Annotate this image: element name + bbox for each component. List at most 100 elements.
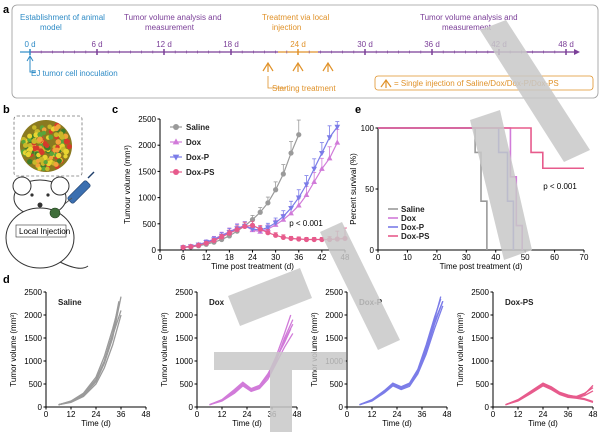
x-tick-label: 24 [248,253,257,262]
y-tick-label: 1500 [138,167,156,176]
x-tick-label: 30 [462,253,471,262]
y-tick-label: 2500 [138,115,156,124]
x-axis-title: Time (d) [382,419,412,428]
data-point [273,187,279,193]
y-tick-label: 0 [38,403,43,412]
y-tick-label: 0 [152,246,157,255]
injection-marker-icon [322,61,334,72]
x-tick-label: 42 [317,253,326,262]
timeline-frame [11,4,599,99]
y-tick-label: 1000 [24,357,42,366]
panel-label-c: c [112,104,118,116]
x-tick-label: 12 [514,410,523,419]
data-point [334,124,341,130]
x-tick-label: 0 [491,410,496,419]
y-tick-label: 1500 [175,334,193,343]
survival-chart: 0 10 20 30 40 50 60 70 0 50 100 Time post treatment… [349,124,589,271]
data-point [234,226,240,233]
data-point [288,150,294,156]
y-tick-label: 1000 [175,357,193,366]
y-tick-label: 2500 [325,288,343,297]
data-point [188,243,194,250]
y-tick-label: 2500 [175,288,193,297]
p-value-annotation: p < 0.001 [289,219,323,228]
inoculation-label: EJ tumor cell inoculation [31,69,118,78]
data-point [319,165,325,171]
timeline-header-4: Tumor volume analysis and [420,13,518,22]
data-point [180,244,186,250]
x-tick-label: 20 [432,253,441,262]
timeline-header-2b: measurement [145,23,195,32]
data-point [334,139,341,145]
x-tick-label: 24 [539,410,548,419]
individual-growth-line [359,300,444,406]
individual-chart-saline: 0 12 24 36 48 0 500 1000 1500 2000 2500 Time (d) Tum… [9,288,151,428]
x-tick-label: 12 [218,410,227,419]
y-tick-label: 1500 [24,334,42,343]
survival-line-dox-ps [378,127,584,170]
legend-label: Saline [401,205,425,214]
watermark-stroke [228,268,312,326]
y-tick-label: 50 [365,185,374,194]
x-tick-label: 30 [271,253,280,262]
panel-label-d: d [3,274,10,286]
individual-growth-line [209,323,294,406]
data-point [288,235,294,242]
timeline-tick-label: 12 d [156,40,172,49]
individual-growth-line [58,314,122,406]
watermark-stroke [214,352,346,370]
timeline-tick-label: 36 d [424,40,440,49]
timeline-arrow-icon [574,49,580,55]
chart-title: Saline [58,298,82,307]
x-tick-label: 10 [403,253,412,262]
data-point [249,222,256,228]
data-point [303,236,310,243]
legend-label: Dox [186,138,202,147]
y-tick-label: 2500 [24,288,42,297]
injection-legend-text: = Single injection of Saline/Dox/Dox-P/D… [394,79,559,88]
x-axis-title: Time (d) [81,419,111,428]
local-injection-label: Local Injection [19,227,70,236]
x-tick-label: 36 [294,253,303,262]
x-tick-label: 12 [202,253,211,262]
x-tick-label: 50 [521,253,530,262]
individual-chart-dox-ps: 0 12 24 36 48 0 500 1000 1500 2000 2500 Time (d) Tum… [456,288,598,428]
starting-treatment-arrow-icon [267,76,286,89]
data-point [303,191,310,198]
watermark-stroke [320,222,400,350]
panel-label-a: a [3,4,10,16]
x-tick-label: 0 [376,253,381,262]
mouse-illustration: Local Injection [5,115,95,269]
timeline-tick-label: 48 d [558,40,574,49]
y-tick-label: 0 [339,403,344,412]
x-tick-label: 36 [117,410,126,419]
x-tick-label: 0 [345,410,350,419]
legend-label: Saline [186,123,210,132]
data-point [265,230,271,236]
x-axis-title: Time (d) [232,419,262,428]
y-tick-label: 2000 [175,311,193,320]
injection-marker-icon [262,61,274,72]
x-tick-label: 60 [550,253,559,262]
y-tick-label: 2000 [325,311,343,320]
data-point [265,200,271,206]
y-axis-title: Tumor volume (mm³) [456,312,465,387]
series-line [183,224,346,248]
data-point [296,132,302,138]
y-tick-label: 500 [330,380,344,389]
data-point [195,242,202,248]
x-axis-title: Time post treatment (d) [211,262,294,271]
data-point [326,155,333,161]
x-tick-label: 0 [44,410,49,419]
watermark-stroke [270,352,292,432]
data-point [319,150,325,157]
panel-label-e: e [355,104,361,116]
timeline-header-3: Treatment via local [262,13,330,22]
data-point [295,202,302,208]
y-tick-label: 1500 [325,334,343,343]
legend-label: Dox-PS [401,232,430,241]
mouse-eye-icon [30,193,34,197]
y-tick-label: 100 [361,124,375,133]
data-point [272,220,279,226]
